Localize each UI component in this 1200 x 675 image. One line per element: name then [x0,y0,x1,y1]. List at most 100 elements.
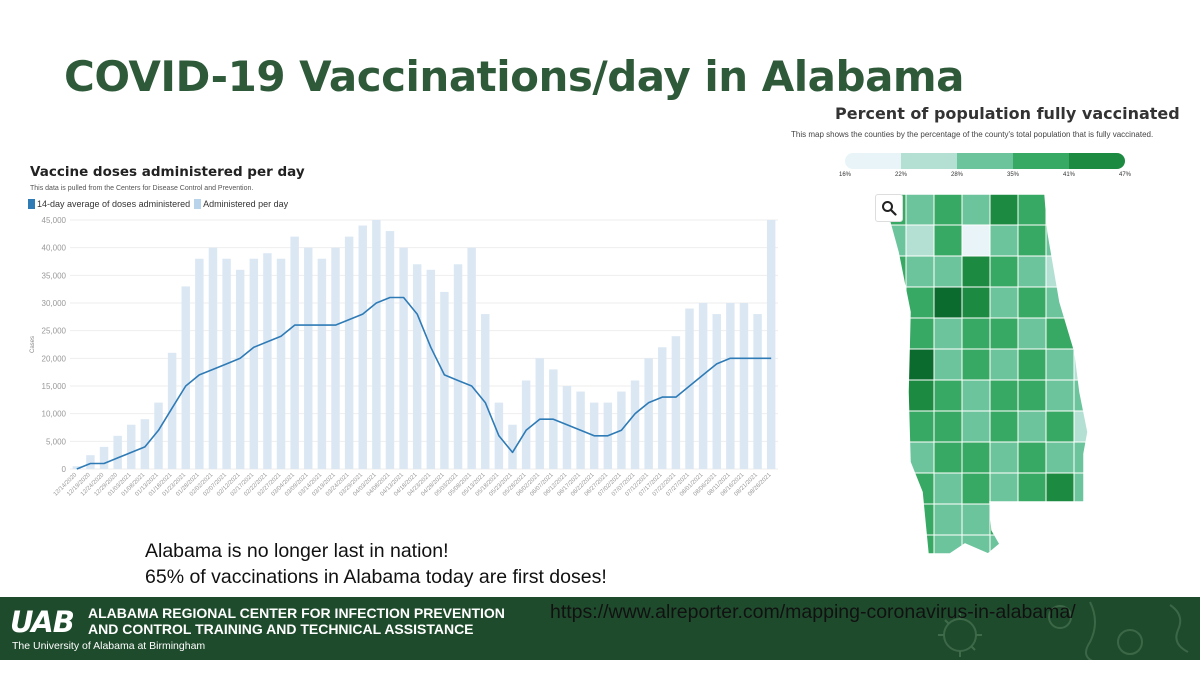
county-region[interactable] [1017,441,1047,474]
county-region[interactable] [961,348,991,381]
daily-doses-bar[interactable] [753,314,762,469]
county-region[interactable] [1045,441,1075,474]
county-region[interactable] [905,534,935,566]
daily-doses-bar[interactable] [385,231,395,469]
county-region[interactable] [989,348,1019,381]
daily-doses-bar[interactable] [685,308,694,469]
daily-doses-bar[interactable] [671,336,681,469]
county-region[interactable] [961,472,991,505]
county-region[interactable] [933,472,963,505]
county-region[interactable] [989,379,1019,412]
daily-doses-bar[interactable] [154,402,163,469]
county-region[interactable] [878,534,907,566]
county-region[interactable] [1045,379,1075,412]
county-region[interactable] [989,224,1019,257]
county-region[interactable] [933,224,963,257]
county-region[interactable] [961,224,991,257]
daily-doses-bar[interactable] [331,247,340,469]
daily-doses-bar[interactable] [249,258,259,469]
county-region[interactable] [878,317,907,350]
daily-doses-bar[interactable] [562,386,572,469]
county-region[interactable] [1073,410,1102,443]
county-region[interactable] [1073,503,1102,536]
county-region[interactable] [878,441,907,474]
county-region[interactable] [1045,472,1075,505]
county-region[interactable] [1017,534,1047,566]
county-region[interactable] [1045,348,1075,381]
county-region[interactable] [989,286,1019,319]
county-region[interactable] [1017,503,1047,536]
daily-doses-bar[interactable] [630,380,640,469]
county-region[interactable] [961,534,991,566]
alabama-county-map[interactable] [870,192,1110,572]
county-region[interactable] [905,503,935,536]
county-region[interactable] [989,534,1019,566]
county-region[interactable] [1073,317,1102,350]
daily-doses-bar[interactable] [344,236,354,469]
county-region[interactable] [961,286,991,319]
daily-doses-bar[interactable] [440,291,449,469]
county-region[interactable] [989,317,1019,350]
county-region[interactable] [878,379,907,412]
county-region[interactable] [878,286,907,319]
daily-doses-bar[interactable] [426,269,436,469]
daily-doses-bar[interactable] [304,247,313,469]
county-region[interactable] [961,255,991,288]
daily-doses-bar[interactable] [208,247,218,469]
daily-doses-bar[interactable] [739,303,749,469]
county-region[interactable] [1045,503,1075,536]
county-region[interactable] [933,441,963,474]
county-region[interactable] [905,379,935,412]
county-region[interactable] [989,255,1019,288]
daily-doses-bar[interactable] [535,358,544,469]
county-region[interactable] [905,255,935,288]
county-region[interactable] [1045,255,1075,288]
county-region[interactable] [961,503,991,536]
county-region[interactable] [933,379,963,412]
county-region[interactable] [989,503,1019,536]
county-region[interactable] [905,410,935,443]
county-region[interactable] [878,410,907,443]
county-region[interactable] [1017,317,1047,350]
county-region[interactable] [1073,472,1102,505]
county-region[interactable] [989,472,1019,505]
county-region[interactable] [1073,224,1102,257]
daily-doses-bar[interactable] [276,258,286,469]
county-region[interactable] [1045,194,1075,226]
daily-doses-bar[interactable] [140,419,150,469]
county-region[interactable] [933,534,963,566]
county-region[interactable] [989,441,1019,474]
county-region[interactable] [961,379,991,412]
daily-doses-bar[interactable] [467,247,476,469]
daily-doses-bar[interactable] [521,380,531,469]
daily-doses-bar[interactable] [86,455,95,469]
daily-doses-bar[interactable] [644,358,653,469]
county-region[interactable] [989,410,1019,443]
county-region[interactable] [1017,286,1047,319]
county-region[interactable] [933,348,963,381]
county-region[interactable] [1017,224,1047,257]
county-region[interactable] [1073,255,1102,288]
county-region[interactable] [1073,194,1102,226]
county-region[interactable] [1017,472,1047,505]
county-region[interactable] [878,503,907,536]
county-region[interactable] [933,255,963,288]
county-region[interactable] [1017,348,1047,381]
daily-doses-bar[interactable] [99,446,109,469]
daily-doses-bar[interactable] [658,347,667,469]
county-region[interactable] [905,348,935,381]
daily-doses-bar[interactable] [290,236,299,469]
daily-doses-bar[interactable] [317,258,327,469]
county-region[interactable] [1017,255,1047,288]
daily-doses-bar[interactable] [453,264,463,469]
daily-doses-bar[interactable] [358,225,367,469]
daily-doses-bar[interactable] [726,303,735,469]
doses-chart[interactable]: 0 5,000 10,000 15,000 20,000 25,000 30,000 35,0… [20,212,785,515]
daily-doses-bar[interactable] [372,220,381,469]
daily-doses-bar[interactable] [235,269,245,469]
daily-doses-bar[interactable] [399,247,408,469]
county-region[interactable] [1045,534,1075,566]
daily-doses-bar[interactable] [766,220,776,469]
daily-doses-bar[interactable] [127,424,136,469]
daily-doses-bar[interactable] [113,435,122,469]
